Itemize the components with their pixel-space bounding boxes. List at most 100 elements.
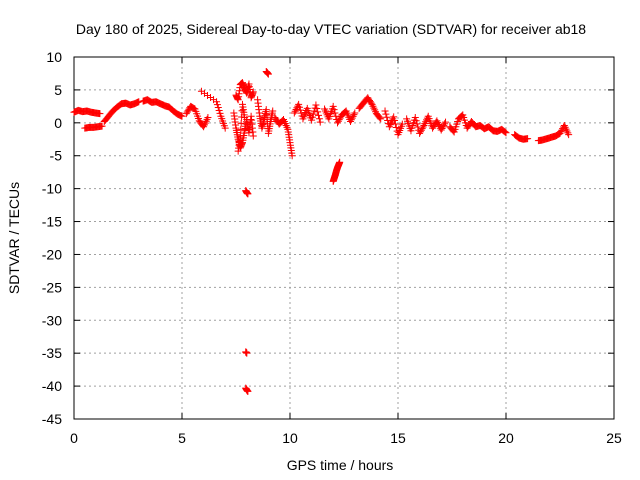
data-point xyxy=(439,123,447,131)
data-point xyxy=(296,106,304,114)
data-point xyxy=(316,118,324,126)
data-point xyxy=(413,120,421,128)
data-point xyxy=(291,107,299,115)
data-point xyxy=(347,116,355,124)
x-tick-label: 10 xyxy=(282,430,298,446)
data-point xyxy=(391,116,399,124)
data-point xyxy=(346,118,354,126)
x-tick-label: 0 xyxy=(70,430,78,446)
data-point xyxy=(418,125,426,133)
data-point xyxy=(296,103,304,111)
data-point xyxy=(238,107,246,115)
data-point xyxy=(502,129,510,137)
data-point xyxy=(381,107,389,115)
x-tick-label: 5 xyxy=(178,430,186,446)
data-point xyxy=(336,114,344,122)
data-point xyxy=(392,124,400,132)
data-point xyxy=(440,121,448,129)
data-point xyxy=(429,124,437,132)
data-point xyxy=(377,115,385,123)
data-point xyxy=(190,104,198,112)
data-point xyxy=(244,190,252,198)
data-point xyxy=(501,128,509,136)
data-point xyxy=(500,127,508,135)
axis-ticks xyxy=(73,56,615,420)
data-point xyxy=(417,126,425,134)
data-point xyxy=(213,101,221,109)
y-tick-label: -20 xyxy=(42,246,62,262)
y-tick-labels: 10 5 0 -5 -10 -15 -20 -25 -30 -35 -40 -45 xyxy=(42,49,62,427)
data-point xyxy=(294,102,302,110)
data-point xyxy=(237,119,245,127)
data-point xyxy=(336,158,344,166)
y-tick-label: 10 xyxy=(46,49,62,65)
data-point xyxy=(315,115,323,123)
data-point xyxy=(237,126,245,134)
x-tick-labels: 0 5 10 15 20 25 xyxy=(70,430,622,446)
data-point xyxy=(216,109,224,117)
data-point xyxy=(204,114,212,122)
data-point xyxy=(308,116,316,124)
data-point xyxy=(382,110,390,118)
data-point xyxy=(290,109,298,117)
data-point xyxy=(438,124,446,132)
y-tick-label: 5 xyxy=(54,82,62,98)
data-point xyxy=(558,126,566,134)
y-tick-label: 0 xyxy=(54,115,62,131)
data-point xyxy=(249,88,257,96)
data-point xyxy=(269,107,277,115)
data-point xyxy=(383,113,391,121)
x-tick-label: 20 xyxy=(498,430,514,446)
data-point xyxy=(429,123,437,131)
chart-title: Day 180 of 2025, Sidereal Day-to-day VTE… xyxy=(76,21,586,37)
data-point xyxy=(244,387,252,395)
data-point xyxy=(312,101,320,109)
data-point xyxy=(264,70,272,78)
data-point xyxy=(334,117,342,125)
data-point xyxy=(367,99,375,107)
plot-frame xyxy=(73,56,615,420)
y-tick-label: -25 xyxy=(42,279,62,295)
data-point xyxy=(313,104,321,112)
data-point xyxy=(416,129,424,137)
data-point xyxy=(376,114,384,122)
data-point xyxy=(390,113,398,121)
y-tick-label: -10 xyxy=(42,181,62,197)
y-tick-label: -45 xyxy=(42,411,62,427)
grid xyxy=(74,57,614,419)
data-point xyxy=(221,124,229,132)
data-point xyxy=(329,102,337,110)
data-point xyxy=(315,111,323,119)
y-tick-label: -30 xyxy=(42,312,62,328)
data-point xyxy=(449,127,457,135)
y-tick-label: -40 xyxy=(42,378,62,394)
data-point xyxy=(412,117,420,125)
y-tick-label: -15 xyxy=(42,214,62,230)
data-point xyxy=(98,122,106,130)
data-point xyxy=(398,120,406,128)
data-point xyxy=(411,114,419,122)
data-point xyxy=(309,110,317,118)
x-tick-label: 25 xyxy=(606,430,622,446)
data-point xyxy=(288,152,296,160)
data-point xyxy=(308,113,316,121)
y-tick-label: -5 xyxy=(50,148,63,164)
data-point xyxy=(335,116,343,124)
data-point xyxy=(183,108,191,116)
data-point xyxy=(96,110,104,118)
data-point xyxy=(350,111,358,119)
data-point xyxy=(348,114,356,122)
data-point xyxy=(330,106,338,114)
data-point xyxy=(236,132,244,140)
data-point xyxy=(556,129,564,137)
data-point xyxy=(391,120,399,128)
data-point xyxy=(297,109,305,117)
data-point xyxy=(334,119,342,127)
data-point xyxy=(557,128,565,136)
data-point xyxy=(416,128,424,136)
data-point xyxy=(565,131,573,139)
data-point xyxy=(215,106,223,114)
data-point xyxy=(184,107,192,115)
data-point xyxy=(295,100,303,108)
